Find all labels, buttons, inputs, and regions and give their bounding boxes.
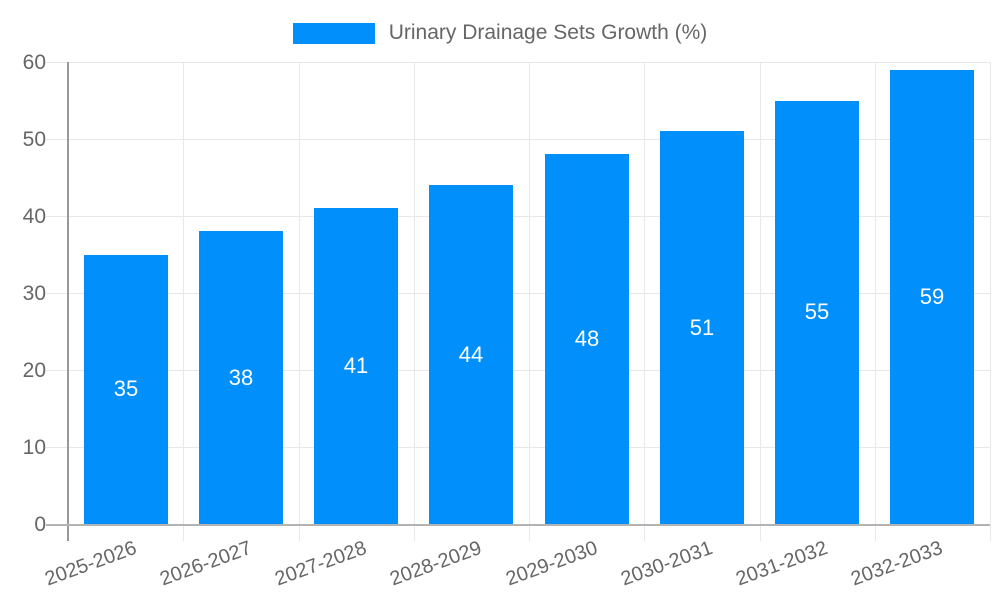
x-gridline xyxy=(990,62,991,541)
bar xyxy=(84,255,168,525)
y-tick-label: 30 xyxy=(22,282,46,305)
bar xyxy=(314,208,398,524)
y-tick-label: 0 xyxy=(34,513,46,536)
x-gridline xyxy=(183,62,184,541)
bar-value-label: 38 xyxy=(228,365,254,390)
y-gridline xyxy=(46,139,990,140)
x-gridline xyxy=(760,62,761,541)
bar xyxy=(545,154,629,524)
legend-item[interactable]: Urinary Drainage Sets Growth (%) xyxy=(292,21,708,44)
y-axis-line xyxy=(67,62,69,541)
y-tick-label: 20 xyxy=(22,359,46,382)
y-tick-label: 50 xyxy=(22,128,46,151)
y-tick-label: 60 xyxy=(22,51,46,74)
x-gridline xyxy=(529,62,530,541)
x-gridline xyxy=(414,62,415,541)
bar-value-label: 51 xyxy=(689,315,715,340)
bar xyxy=(775,101,859,525)
legend-swatch xyxy=(292,22,375,44)
y-gridline xyxy=(46,216,990,217)
y-gridline xyxy=(46,370,990,371)
bar-value-label: 35 xyxy=(113,376,139,401)
legend: Urinary Drainage Sets Growth (%) xyxy=(0,22,1000,44)
bar xyxy=(199,231,283,524)
bar-value-label: 48 xyxy=(574,326,600,351)
y-tick-label: 40 xyxy=(22,205,46,228)
x-axis-line xyxy=(46,524,990,526)
x-gridline xyxy=(644,62,645,541)
y-tick-label: 10 xyxy=(22,436,46,459)
bar xyxy=(890,70,974,524)
bar-value-label: 55 xyxy=(804,299,830,324)
bar-value-label: 59 xyxy=(919,284,945,309)
x-gridline xyxy=(875,62,876,541)
y-gridline xyxy=(46,62,990,63)
bar xyxy=(660,131,744,524)
y-gridline xyxy=(46,447,990,448)
x-gridline xyxy=(299,62,300,541)
bar xyxy=(429,185,513,524)
bar-value-label: 41 xyxy=(343,353,369,378)
legend-label: Urinary Drainage Sets Growth (%) xyxy=(388,21,708,44)
bar-value-label: 44 xyxy=(458,342,484,367)
y-gridline xyxy=(46,293,990,294)
